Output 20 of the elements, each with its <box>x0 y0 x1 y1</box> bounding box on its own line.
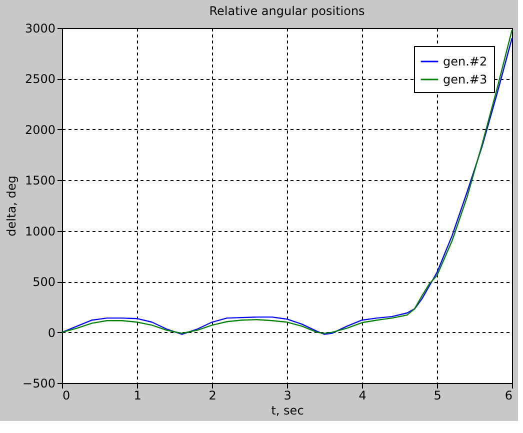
chart-title: Relative angular positions <box>209 4 365 18</box>
x-tick-label: 5 <box>434 388 442 402</box>
legend-label: gen.#2 <box>443 54 488 68</box>
y-tick-label: 1000 <box>24 224 56 238</box>
x-tick-label: 6 <box>504 388 512 402</box>
x-tick-label: 1 <box>134 388 142 402</box>
y-tick-label: 3000 <box>24 22 56 36</box>
x-tick-label: 4 <box>358 388 366 402</box>
x-tick-label: 0 <box>62 388 70 402</box>
legend-label: gen.#3 <box>443 72 488 86</box>
y-tick-label: 2000 <box>24 122 56 137</box>
y-tick-label: 1500 <box>24 174 56 188</box>
y-tick-label: 2500 <box>24 72 56 86</box>
y-tick-label: 500 <box>32 275 56 290</box>
x-axis-title: t, sec <box>271 404 304 418</box>
y-tick-label: −500 <box>22 376 56 390</box>
x-tick-label: 3 <box>284 388 292 402</box>
x-tick-label: 2 <box>208 388 216 402</box>
y-tick-label: 0 <box>48 326 56 340</box>
y-axis-title: delta, deg <box>4 176 19 236</box>
